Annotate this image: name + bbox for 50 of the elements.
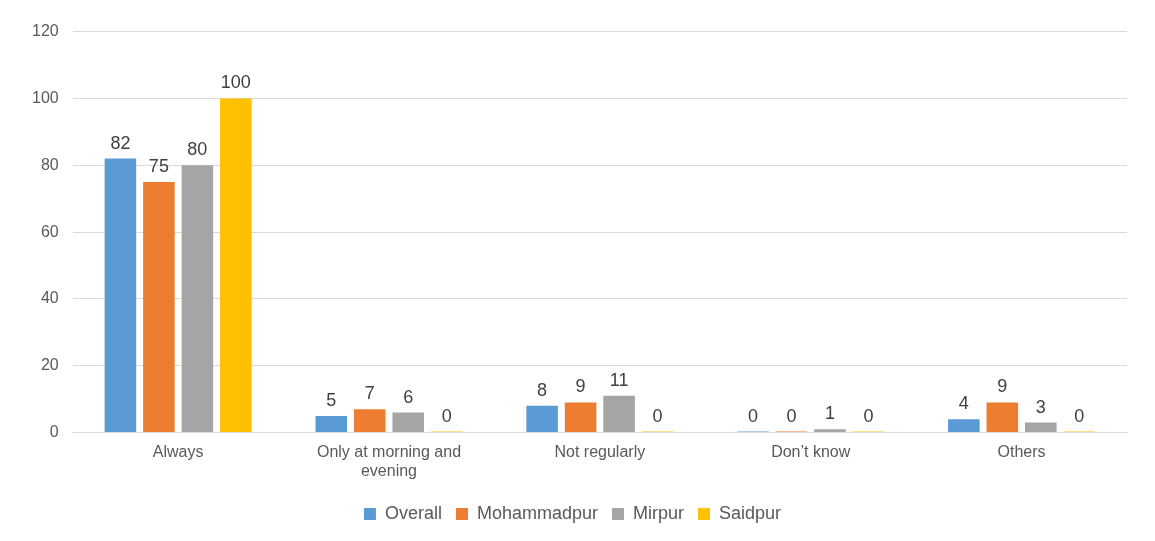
y-tick-label: 80 xyxy=(40,155,59,173)
data-label: 0 xyxy=(786,405,797,426)
data-label: 8 xyxy=(537,379,548,400)
legend-label: Overall xyxy=(384,502,442,523)
x-tick-label: Don’t know xyxy=(771,442,851,460)
x-tick-label: Others xyxy=(997,442,1046,460)
data-label: 100 xyxy=(220,72,251,93)
data-label: 9 xyxy=(575,376,586,397)
y-tick-label: 60 xyxy=(40,222,59,240)
bar xyxy=(104,158,137,433)
data-label: 82 xyxy=(110,132,131,153)
data-label: 0 xyxy=(441,405,452,426)
data-label: 1 xyxy=(824,403,835,424)
bar xyxy=(353,409,386,433)
data-label: 0 xyxy=(1074,405,1085,426)
bar xyxy=(1025,422,1057,433)
data-label: 9 xyxy=(997,376,1008,397)
data-label: 6 xyxy=(403,386,414,407)
bar xyxy=(564,402,597,433)
data-label: 0 xyxy=(863,405,874,426)
x-tick-label: Always xyxy=(152,442,204,460)
y-tick-label: 100 xyxy=(31,88,59,106)
data-label: 0 xyxy=(652,405,663,426)
bar xyxy=(986,402,1019,433)
bar xyxy=(526,405,558,433)
bar xyxy=(603,395,635,433)
x-tick-label: Not regularly xyxy=(554,442,646,460)
legend-label: Mohammadpur xyxy=(476,502,599,523)
data-label: 75 xyxy=(148,155,169,176)
y-tick-label: 0 xyxy=(49,423,59,441)
y-tick-label: 120 xyxy=(31,22,59,40)
x-tick-label: Only at morning and evening xyxy=(316,442,462,479)
data-label: 0 xyxy=(747,405,758,426)
legend-label: Saidpur xyxy=(719,502,782,523)
bar xyxy=(181,165,214,433)
y-tick-label: 40 xyxy=(40,289,59,307)
bar xyxy=(948,419,980,433)
y-tick-label: 20 xyxy=(40,356,59,374)
data-label: 80 xyxy=(187,139,208,160)
bar xyxy=(143,181,175,433)
bar xyxy=(392,412,425,433)
data-label: 7 xyxy=(364,383,375,404)
legend-label: Mirpur xyxy=(633,502,685,523)
bar xyxy=(814,429,846,433)
data-label: 5 xyxy=(326,389,337,410)
bar xyxy=(220,98,252,433)
data-label: 4 xyxy=(958,393,969,414)
data-label: 3 xyxy=(1035,396,1046,417)
bar xyxy=(315,415,348,433)
data-label: 11 xyxy=(609,369,629,390)
